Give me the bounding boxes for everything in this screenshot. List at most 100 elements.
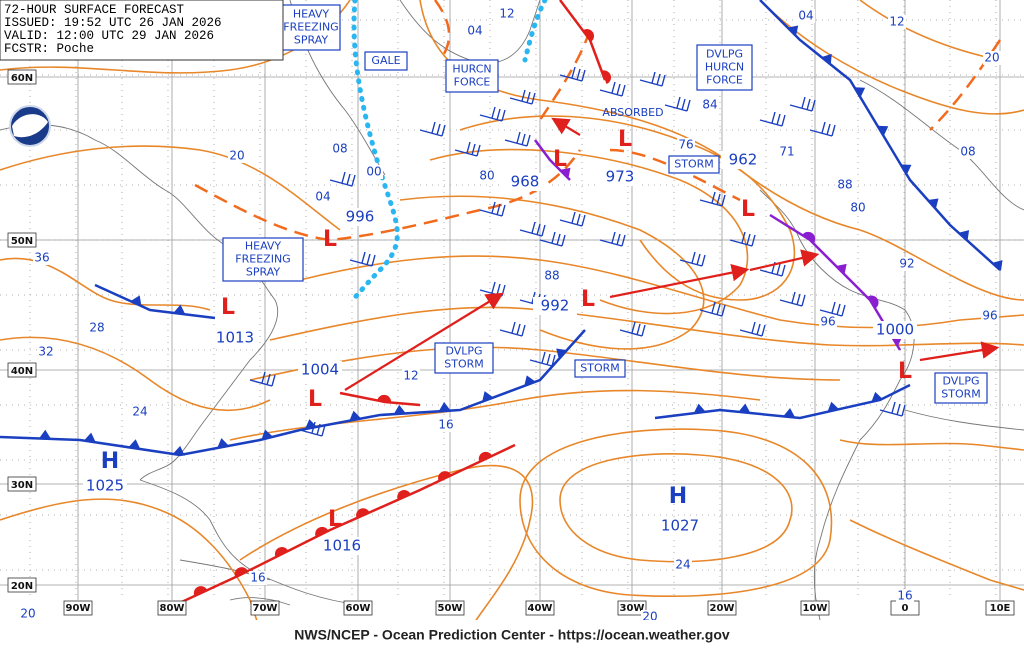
header-line: 72-HOUR SURFACE FORECAST bbox=[4, 3, 185, 17]
cold-front-symbol bbox=[556, 348, 567, 360]
longitude-label: 60W bbox=[346, 603, 371, 614]
isobar-label: 12 bbox=[403, 369, 418, 383]
cold-front-symbol bbox=[438, 401, 451, 412]
isobar-label-bg bbox=[819, 315, 837, 329]
cold-front-symbol bbox=[217, 438, 229, 449]
isobar-label-bg bbox=[849, 201, 867, 215]
longitude-label-box bbox=[343, 600, 373, 616]
isobar-label: 00 bbox=[366, 165, 381, 179]
pressure-value: 968 bbox=[511, 173, 540, 191]
pressure-value: 996 bbox=[346, 208, 375, 226]
storm-track bbox=[749, 249, 820, 272]
cold-front-symbol bbox=[821, 53, 832, 65]
cold-front-symbol bbox=[836, 263, 847, 275]
isobar-label: 84 bbox=[702, 98, 717, 112]
warning-text: FORCE bbox=[706, 74, 743, 87]
isobar-label: 20 bbox=[20, 607, 35, 621]
isobar-label-bg bbox=[365, 165, 383, 179]
isobar-label-bg bbox=[19, 607, 37, 621]
front bbox=[559, 0, 607, 81]
warm-front-symbol bbox=[193, 586, 208, 597]
isobar bbox=[0, 145, 341, 231]
warning-text: HEAVY bbox=[245, 240, 282, 253]
storm-track bbox=[919, 341, 1000, 362]
cold-front-symbol bbox=[827, 401, 840, 412]
pressure-value: 973 bbox=[606, 168, 635, 186]
pressure-value-box bbox=[503, 173, 547, 191]
latitude-label-box bbox=[7, 476, 37, 492]
wind-barb bbox=[479, 201, 506, 217]
isobar-label: 08 bbox=[960, 145, 975, 159]
isobar-label: 80 bbox=[850, 201, 865, 215]
isobar-label-bg bbox=[959, 145, 977, 159]
warm-front-symbol bbox=[274, 547, 289, 558]
pressure-value: 1027 bbox=[661, 517, 699, 535]
isobar-label-bg bbox=[674, 558, 692, 572]
wind-barb bbox=[519, 221, 546, 237]
longitude-label-box bbox=[157, 600, 187, 616]
isobar-label: 32 bbox=[38, 345, 53, 359]
warning-text: ABSORBED bbox=[602, 106, 663, 119]
coastline bbox=[904, 409, 1024, 431]
isobar-label-bg bbox=[331, 142, 349, 156]
cold-front-symbol bbox=[927, 198, 939, 209]
warning-box bbox=[364, 51, 408, 71]
warning-box bbox=[445, 59, 499, 93]
wind-barb bbox=[499, 321, 526, 337]
warning-box bbox=[222, 237, 304, 282]
longitude-label-box bbox=[800, 600, 830, 616]
longitude-label-box bbox=[250, 600, 280, 616]
pressure-value-box bbox=[83, 477, 127, 495]
wind-barb bbox=[329, 171, 356, 187]
storm-tracks bbox=[344, 117, 1000, 391]
warning-text: FORCE bbox=[454, 76, 491, 89]
warm-front-symbol bbox=[867, 295, 879, 309]
isobar bbox=[239, 464, 534, 631]
isobar bbox=[859, 0, 1001, 61]
cold-front-symbol bbox=[871, 391, 884, 402]
isobar-label-bg bbox=[37, 345, 55, 359]
isobar-label-bg bbox=[898, 257, 916, 271]
wind-barb bbox=[759, 261, 786, 277]
fronts bbox=[0, 0, 1003, 614]
warning-text: STORM bbox=[941, 388, 981, 401]
latitude-label-box bbox=[7, 362, 37, 378]
warning-text: HEAVY bbox=[293, 8, 330, 21]
wind-barbs bbox=[249, 66, 906, 437]
isobar-label: 92 bbox=[899, 257, 914, 271]
wind-barb bbox=[479, 106, 506, 122]
cold-front-symbol bbox=[172, 445, 185, 456]
warm-front-symbol bbox=[234, 567, 248, 578]
cold-front-symbol bbox=[738, 403, 751, 414]
cold-front-symbol bbox=[693, 403, 706, 414]
pressure-symbol: L bbox=[741, 197, 755, 222]
isobar-label: 28 bbox=[89, 321, 104, 335]
isobar-label-bg bbox=[88, 321, 106, 335]
isobar-label-bg bbox=[797, 9, 815, 23]
wind-barb bbox=[679, 251, 706, 267]
isobar-label: 16 bbox=[250, 571, 265, 585]
pressure-value-box bbox=[213, 329, 257, 347]
wind-barb bbox=[559, 66, 586, 82]
longitude-label: 10E bbox=[990, 603, 1011, 614]
cold-front-symbol bbox=[877, 125, 889, 137]
latitude-label-box bbox=[7, 69, 37, 85]
wind-barb bbox=[559, 211, 586, 227]
isobar-label: 36 bbox=[34, 251, 49, 265]
wind-barb bbox=[504, 131, 531, 147]
warning-text: STORM bbox=[580, 362, 620, 375]
warning-text: STORM bbox=[444, 358, 484, 371]
front bbox=[339, 391, 421, 407]
longitude-label: 50W bbox=[438, 603, 463, 614]
wind-barb bbox=[599, 231, 626, 247]
isobar-label-bg bbox=[896, 589, 914, 603]
pressure-value: 1004 bbox=[301, 361, 339, 379]
cold-front-symbol bbox=[130, 295, 142, 307]
isobar-label-bg bbox=[249, 571, 267, 585]
front bbox=[94, 283, 216, 320]
isobar bbox=[429, 148, 749, 315]
isobar bbox=[0, 336, 271, 412]
footer-band bbox=[0, 620, 1024, 652]
pressure-symbol: L bbox=[221, 295, 235, 320]
